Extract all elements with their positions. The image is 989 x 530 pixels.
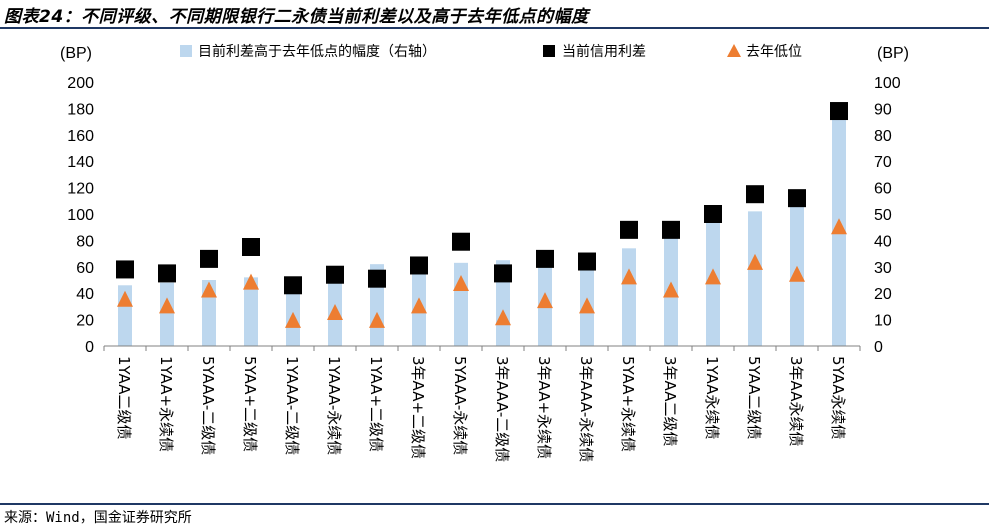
left-axis-tick-label: 120 bbox=[67, 181, 94, 198]
category-label: 1YAAA-二级债 bbox=[283, 356, 301, 455]
right-axis-tick-label: 60 bbox=[874, 181, 892, 198]
square-point bbox=[200, 249, 218, 268]
left-axis-tick-label: 160 bbox=[67, 128, 94, 145]
right-axis-tick-label: 20 bbox=[874, 286, 892, 303]
square-point bbox=[536, 249, 554, 268]
category-label: 3年AA二级债 bbox=[661, 356, 679, 446]
bar bbox=[622, 248, 636, 346]
category-label: 1YAAA-永续债 bbox=[325, 356, 343, 455]
triangle-point bbox=[579, 297, 595, 314]
chart: 目前利差高于去年低点的幅度（右轴） 当前信用利差 去年低位 (BP) (BP) 0 20 4… bbox=[60, 43, 909, 462]
category-label: 3年AA永续债 bbox=[787, 356, 805, 446]
triangle-point bbox=[831, 218, 847, 235]
category-label: 5YAA二级债 bbox=[745, 356, 763, 439]
left-axis-tick-label: 80 bbox=[76, 233, 94, 250]
right-axis-tick-label: 50 bbox=[874, 207, 892, 224]
triangle-point bbox=[327, 304, 343, 320]
square-point bbox=[116, 260, 134, 279]
title-divider bbox=[0, 27, 989, 29]
bar-series bbox=[118, 118, 846, 347]
left-axis-tick-label: 180 bbox=[67, 101, 94, 118]
left-axis-tick-label: 140 bbox=[67, 154, 94, 171]
bar bbox=[244, 277, 258, 346]
triangle-point bbox=[369, 311, 385, 328]
triangle-point bbox=[159, 297, 175, 314]
category-label: 5YAA+永续债 bbox=[619, 356, 637, 452]
bar bbox=[748, 211, 762, 346]
triangle-point bbox=[243, 273, 259, 290]
legend-swatch-bar bbox=[180, 45, 192, 57]
category-label: 5YAAA-二级债 bbox=[199, 356, 217, 455]
category-label: 5YAA永续债 bbox=[829, 356, 847, 439]
triangle-point bbox=[747, 253, 763, 270]
triangle-point bbox=[663, 281, 679, 298]
triangle-series bbox=[117, 218, 847, 328]
right-axis-tick-label: 30 bbox=[874, 260, 892, 277]
square-point bbox=[788, 189, 806, 208]
category-label: 3年AA+永续债 bbox=[535, 356, 553, 459]
category-label: 1YAA永续债 bbox=[703, 356, 721, 439]
source-divider bbox=[0, 503, 989, 505]
triangle-point bbox=[621, 268, 637, 285]
triangle-point bbox=[537, 292, 553, 309]
bar bbox=[160, 282, 174, 346]
square-point bbox=[410, 256, 428, 275]
legend-swatch-triangle bbox=[727, 44, 741, 57]
square-point bbox=[494, 264, 512, 283]
right-axis-tick-label: 90 bbox=[874, 101, 892, 118]
triangle-point bbox=[201, 281, 217, 298]
category-label: 1YAA+永续债 bbox=[157, 356, 175, 452]
right-axis-tick-label: 10 bbox=[874, 313, 892, 330]
triangle-point bbox=[285, 311, 301, 328]
legend: 目前利差高于去年低点的幅度（右轴） 当前信用利差 去年低位 bbox=[180, 43, 802, 60]
left-axis-tick-label: 60 bbox=[76, 260, 94, 277]
triangle-point bbox=[117, 290, 133, 307]
category-label: 3年AA+二级债 bbox=[409, 356, 427, 459]
square-point bbox=[578, 252, 596, 271]
square-point bbox=[830, 102, 848, 121]
left-axis-tick-label: 20 bbox=[76, 313, 94, 330]
triangle-point bbox=[453, 274, 469, 291]
square-point bbox=[452, 232, 470, 251]
legend-label-bar: 目前利差高于去年低点的幅度（右轴） bbox=[198, 43, 436, 60]
chart-title: 图表24：不同评级、不同期限银行二永债当前利差以及高于去年低点的幅度 bbox=[4, 7, 589, 27]
triangle-point bbox=[789, 265, 805, 282]
legend-label-square: 当前信用利差 bbox=[562, 43, 646, 60]
right-axis-tick-label: 0 bbox=[874, 339, 883, 356]
legend-label-triangle: 去年低位 bbox=[746, 44, 802, 60]
square-point bbox=[242, 238, 260, 256]
right-axis-tick-label: 80 bbox=[874, 128, 892, 145]
square-point bbox=[158, 264, 176, 283]
category-labels: 1YAA二级债 1YAA+永续债 5YAAA-二级债 5YAA+二级债 1YAAA-二级… bbox=[115, 356, 847, 462]
left-axis-tick-label: 100 bbox=[67, 207, 94, 224]
left-axis-tick-label: 40 bbox=[76, 286, 94, 303]
square-point bbox=[746, 185, 764, 204]
legend-swatch-square bbox=[543, 45, 555, 57]
right-axis-tick-label: 70 bbox=[874, 154, 892, 171]
right-axis-tick-label: 100 bbox=[874, 75, 901, 92]
category-label: 5YAA+二级债 bbox=[241, 356, 259, 452]
right-axis-unit: (BP) bbox=[877, 45, 909, 62]
square-point bbox=[284, 276, 302, 295]
square-point bbox=[662, 220, 680, 239]
category-label: 1YAA二级债 bbox=[115, 356, 133, 439]
square-point bbox=[368, 269, 386, 288]
category-label: 3年AAA-二级债 bbox=[493, 356, 511, 462]
square-point bbox=[620, 220, 638, 239]
left-axis-unit: (BP) bbox=[60, 45, 92, 62]
triangle-point bbox=[705, 268, 721, 285]
category-label: 3年AAA-永续债 bbox=[577, 356, 595, 462]
triangle-point bbox=[495, 309, 511, 326]
right-axis-tick-label: 40 bbox=[874, 233, 892, 250]
category-label: 1YAA+二级债 bbox=[367, 356, 385, 452]
triangle-point bbox=[411, 297, 427, 314]
axes: (BP) (BP) 0 20 40 60 80 100 120 140 160 180 200 0 10 20… bbox=[60, 45, 909, 356]
square-point bbox=[704, 205, 722, 223]
left-axis-tick-label: 0 bbox=[85, 339, 94, 356]
square-point bbox=[326, 265, 344, 284]
category-label: 5YAAA-永续债 bbox=[451, 356, 469, 455]
left-axis-tick-label: 200 bbox=[67, 75, 94, 92]
square-series bbox=[116, 102, 848, 295]
source-note: 来源：Wind，国金证券研究所 bbox=[4, 510, 192, 526]
